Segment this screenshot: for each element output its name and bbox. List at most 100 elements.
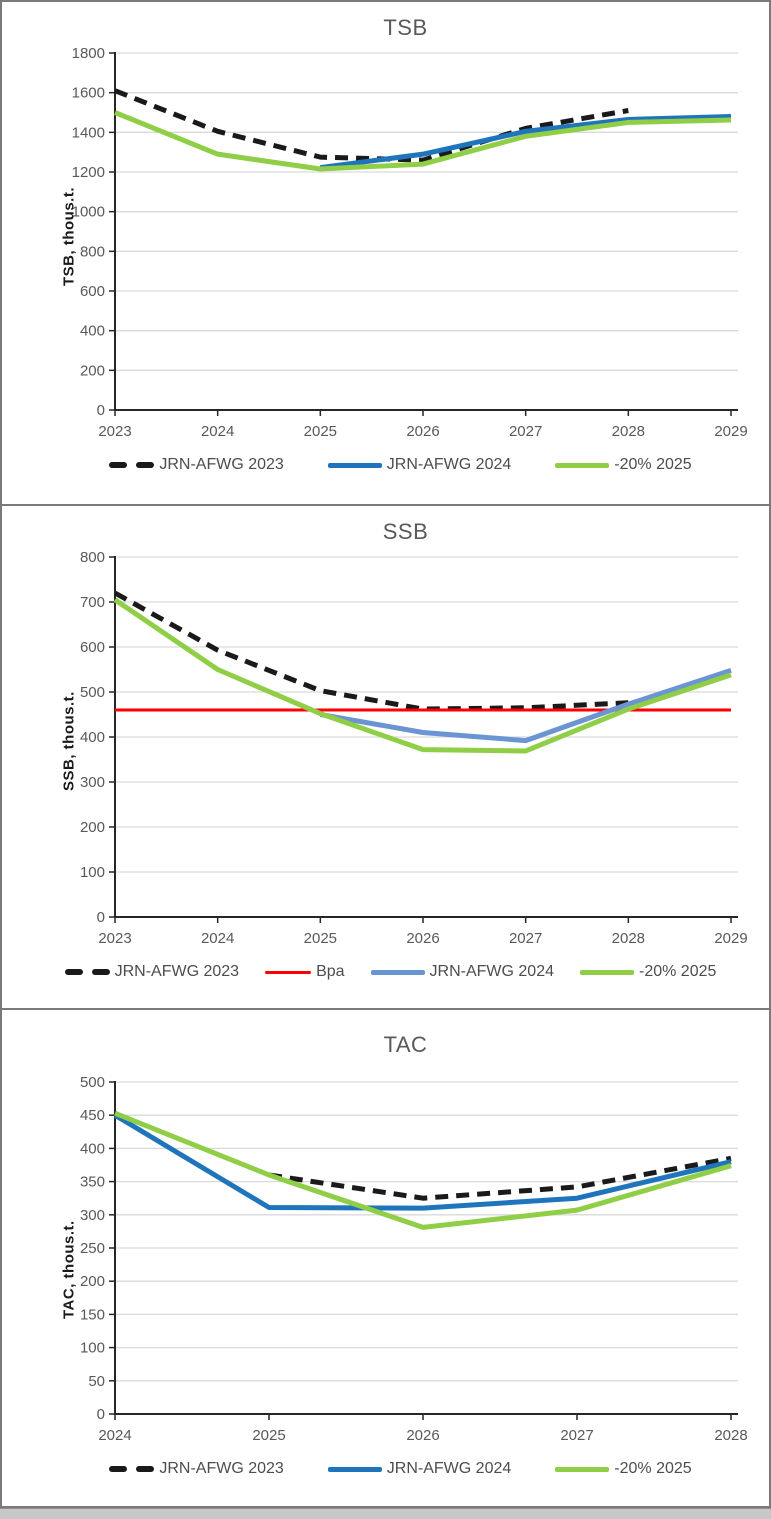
- legend-item-jrn-afwg-2024: JRN-AFWG 2024: [327, 1460, 512, 1478]
- legend-tac: JRN-AFWG 2023 JRN-AFWG 2024 -20% 2025: [32, 1460, 769, 1478]
- x-tick-label: 2029: [714, 930, 747, 947]
- legend-marker-20-2025: [580, 969, 634, 975]
- legend-label-jrn-afwg-2024: JRN-AFWG 2024: [386, 456, 512, 473]
- series-line-20-2025: [113, 597, 732, 754]
- legend-tsb: JRN-AFWG 2023 JRN-AFWG 2024 -20% 2025: [32, 456, 769, 474]
- x-tick-label: 2023: [98, 423, 131, 440]
- y-tick-label: 1000: [72, 204, 105, 221]
- y-tick-label: 350: [80, 1174, 105, 1191]
- tac-plot-svg: 0 50 100 150 200 250 300 350 400 450 500 2024 2025 20…: [80, 1076, 748, 1444]
- y-tick-label: 250: [80, 1240, 105, 1257]
- chart-canvas-ssb: 0 100 200 300 400 500 600 700 800 2023 2024 2025 202…: [2, 551, 769, 953]
- y-tick-label: 100: [80, 1340, 105, 1357]
- y-tick-label: 800: [80, 551, 105, 566]
- legend-label-20-2025: -20% 2025: [614, 456, 692, 473]
- x-tick-label: 2026: [406, 1427, 439, 1444]
- y-tick-label: 500: [80, 684, 105, 701]
- legend-label-jrn-afwg-2023: JRN-AFWG 2023: [159, 1460, 284, 1477]
- series-line-jrn-afwg-2023: [113, 590, 629, 712]
- y-tick-label: 200: [80, 819, 105, 836]
- legend-label-jrn-afwg-2023: JRN-AFWG 2023: [159, 456, 284, 473]
- legend-item-20-2025: -20% 2025: [555, 1460, 692, 1478]
- y-tick-label: 400: [80, 729, 105, 746]
- y-tick-label: 0: [97, 1406, 105, 1423]
- x-tick-label: 2027: [560, 1427, 593, 1444]
- y-tick-label: 300: [80, 1207, 105, 1224]
- y-tick-label: 600: [80, 283, 105, 300]
- x-tick-label: 2027: [509, 423, 542, 440]
- legend-ssb: JRN-AFWG 2023 Bpa JRN-AFWG 2024 -20% 2025: [12, 963, 769, 981]
- y-tick-label: 0: [97, 402, 105, 419]
- legend-marker-bpa: [265, 970, 312, 974]
- y-tick-label: 1200: [72, 164, 105, 181]
- legend-item-jrn-afwg-2024: JRN-AFWG 2024: [370, 963, 554, 981]
- chart-panel-tac: TAC TAC, thous.t. 0 50 100 150 200 250 300 350 4…: [0, 1008, 771, 1508]
- legend-marker-20-2025: [555, 462, 610, 468]
- legend-label-jrn-afwg-2024: JRN-AFWG 2024: [386, 1460, 512, 1477]
- chart-title-tsb: TSB: [383, 15, 428, 40]
- y-axis-title-ssb: SSB, thous.t.: [60, 691, 78, 791]
- x-tick-label: 2026: [406, 930, 439, 947]
- y-tick-label: 200: [80, 362, 105, 379]
- y-tick-label: 1800: [72, 47, 105, 62]
- y-axis-title-tac: TAC, thous.t.: [60, 1220, 78, 1320]
- chart-panel-ssb: SSB SSB, thous.t. 0 100 200 300 400 500 600 700…: [0, 504, 771, 1010]
- chart-canvas-tac: 0 50 100 150 200 250 300 350 400 450 500 2024 2025 20…: [2, 1076, 769, 1450]
- legend-label-jrn-afwg-2023: JRN-AFWG 2023: [114, 963, 240, 980]
- y-tick-label: 800: [80, 243, 105, 260]
- legend-marker-jrn-afwg-2023: [109, 1466, 155, 1472]
- legend-item-jrn-afwg-2024: JRN-AFWG 2024: [327, 456, 512, 474]
- legend-label-jrn-afwg-2024: JRN-AFWG 2024: [429, 963, 554, 980]
- x-tick-label: 2024: [201, 930, 234, 947]
- y-tick-label: 400: [80, 323, 105, 340]
- legend-marker-jrn-afwg-2023: [64, 969, 110, 975]
- ssb-plot-svg: 0 100 200 300 400 500 600 700 800 2023 2024 2025 202…: [80, 551, 748, 947]
- legend-label-20-2025: -20% 2025: [614, 1460, 692, 1477]
- legend-item-20-2025: -20% 2025: [580, 963, 716, 981]
- x-tick-label: 2025: [304, 423, 337, 440]
- y-tick-label: 500: [80, 1076, 105, 1091]
- x-tick-label: 2024: [98, 1427, 131, 1444]
- x-tick-label: 2028: [612, 930, 645, 947]
- y-tick-label: 1400: [72, 124, 105, 141]
- chart-panel-tsb: TSB TSB, thous.t. 0 200 400 600 800 1000 1200 1…: [0, 0, 771, 506]
- y-tick-label: 700: [80, 594, 105, 611]
- legend-marker-jrn-afwg-2023: [109, 462, 155, 468]
- x-tick-label: 2029: [714, 423, 747, 440]
- chart-canvas-tsb: 0 200 400 600 800 1000 1200 1400 1600 1800 2023 202…: [2, 47, 769, 446]
- x-tick-label: 2028: [714, 1427, 747, 1444]
- chart-title-tac: TAC: [383, 1032, 428, 1057]
- x-tick-label: 2023: [98, 930, 131, 947]
- legend-marker-jrn-afwg-2024: [327, 1466, 382, 1472]
- x-tick-label: 2026: [406, 423, 439, 440]
- y-tick-label: 50: [88, 1373, 105, 1390]
- y-tick-label: 200: [80, 1273, 105, 1290]
- legend-item-jrn-afwg-2023: JRN-AFWG 2023: [64, 963, 240, 981]
- series-line-20-2025: [114, 1110, 732, 1230]
- legend-item-bpa: Bpa: [265, 963, 345, 981]
- legend-item-jrn-afwg-2023: JRN-AFWG 2023: [109, 456, 284, 474]
- y-axis-title-tsb: TSB, thous.t.: [60, 187, 78, 287]
- series-line-20-2025: [114, 110, 732, 172]
- legend-marker-jrn-afwg-2024: [327, 462, 382, 468]
- y-tick-label: 100: [80, 864, 105, 881]
- legend-marker-20-2025: [555, 1466, 610, 1472]
- series-line-jrn-afwg-2024: [113, 1113, 732, 1211]
- x-tick-label: 2025: [304, 930, 337, 947]
- y-tick-label: 400: [80, 1140, 105, 1157]
- y-tick-label: 300: [80, 774, 105, 791]
- y-tick-label: 450: [80, 1107, 105, 1124]
- series-line-jrn-afwg-2023: [268, 1155, 732, 1201]
- x-tick-label: 2025: [252, 1427, 285, 1444]
- chart-title-ssb: SSB: [382, 519, 429, 544]
- legend-label-bpa: Bpa: [316, 963, 345, 980]
- legend-label-20-2025: -20% 2025: [639, 963, 717, 980]
- x-tick-label: 2027: [509, 930, 542, 947]
- x-tick-label: 2028: [612, 423, 645, 440]
- y-tick-label: 600: [80, 639, 105, 656]
- y-tick-label: 1600: [72, 85, 105, 102]
- series-line-jrn-afwg-2023: [114, 88, 629, 163]
- x-tick-label: 2024: [201, 423, 234, 440]
- legend-item-jrn-afwg-2023: JRN-AFWG 2023: [109, 1460, 284, 1478]
